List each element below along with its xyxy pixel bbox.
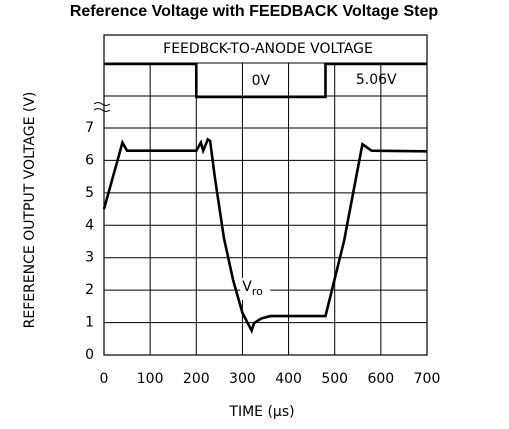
label-bg — [240, 277, 271, 300]
x-tick-label: 300 — [229, 371, 256, 387]
series-label: Vro — [242, 279, 263, 298]
x-tick-label: 0 — [100, 371, 109, 387]
panel-header: FEEDBCK-TO-ANODE VOLTAGE — [163, 41, 373, 57]
y-tick-label: 7 — [85, 120, 94, 136]
y-tick-label: 6 — [85, 152, 94, 168]
step-line — [104, 62, 427, 99]
y-tick-label: 3 — [85, 250, 94, 266]
x-tick-label: 700 — [414, 371, 441, 387]
x-tick-label: 100 — [137, 371, 164, 387]
value-label: 5.06V — [356, 72, 397, 88]
y-tick-label: 5 — [85, 185, 94, 201]
x-axis-label: TIME (μs) — [228, 404, 294, 420]
x-tick-label: 200 — [183, 371, 210, 387]
y-tick-label: 0 — [85, 347, 94, 363]
x-tick-label: 500 — [321, 371, 348, 387]
data-line — [102, 137, 428, 335]
x-tick-label: 400 — [275, 371, 302, 387]
chart-title: Reference Voltage with FEEDBACK Voltage … — [70, 3, 439, 20]
x-tick-label: 600 — [367, 371, 394, 387]
y-axis-label: REFERENCE OUTPUT VOLTAGE (V) — [22, 92, 38, 329]
y-tick-label: 2 — [85, 282, 94, 298]
y-tick-label: 4 — [85, 217, 94, 233]
value-label: 0V — [252, 73, 271, 89]
axis-break — [93, 102, 111, 112]
y-tick-label: 1 — [85, 315, 94, 331]
